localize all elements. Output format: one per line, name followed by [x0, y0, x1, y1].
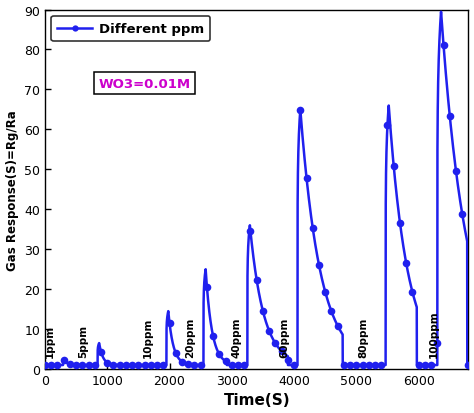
Text: 10ppm: 10ppm — [143, 317, 153, 357]
Text: 40ppm: 40ppm — [231, 317, 241, 357]
Text: 5ppm: 5ppm — [78, 324, 88, 357]
Text: 20ppm: 20ppm — [185, 317, 195, 357]
Y-axis label: Gas Response(S)=Rg/Ra: Gas Response(S)=Rg/Ra — [6, 109, 18, 270]
Text: 60ppm: 60ppm — [280, 317, 290, 357]
Legend: Different ppm: Different ppm — [51, 17, 210, 42]
Text: 1ppm: 1ppm — [45, 324, 55, 357]
Text: 100ppm: 100ppm — [428, 310, 438, 357]
X-axis label: Time(S): Time(S) — [223, 392, 290, 408]
Text: WO3=0.01M: WO3=0.01M — [99, 78, 191, 90]
Text: 80ppm: 80ppm — [359, 317, 369, 357]
